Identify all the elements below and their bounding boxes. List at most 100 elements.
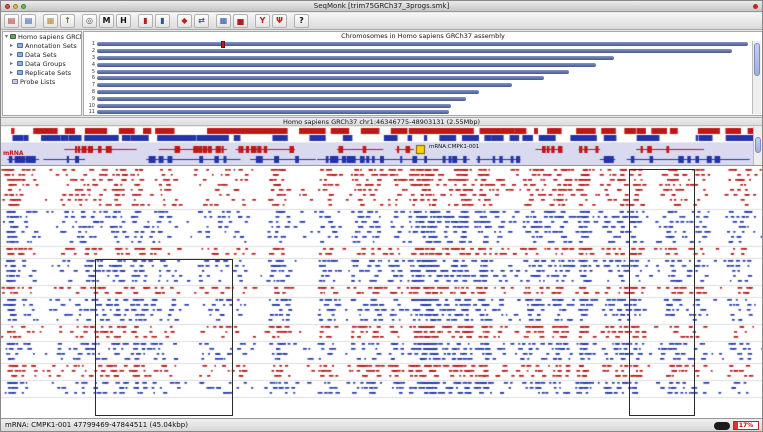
- current-view-marker: [220, 40, 225, 48]
- quantitate-blue-icon: ▮: [160, 16, 165, 25]
- sidebar-item-data-sets[interactable]: ▸ Data Sets: [3, 50, 81, 59]
- scatter-plot-button[interactable]: ◆: [177, 14, 192, 28]
- chromosome-number-label: 6: [91, 75, 95, 82]
- chromosome-row: 7: [86, 82, 750, 89]
- status-text: mRNA: CMPK1-001 47799469-47844511 (45.04…: [5, 421, 188, 429]
- chromosome-number-label: 4: [91, 61, 95, 68]
- filter-probes-button[interactable]: Y: [255, 14, 270, 28]
- probe-tree-button[interactable]: Ψ: [272, 14, 287, 28]
- mrna-track[interactable]: mRNA mRNA:CMPK1-001: [1, 143, 762, 165]
- chromosome-row: 3: [86, 55, 750, 62]
- m-view-button[interactable]: M: [99, 14, 114, 28]
- status-dot-icon: [753, 4, 758, 9]
- chromosome-row: 1: [86, 40, 750, 48]
- folder-icon: [17, 61, 23, 66]
- find-feature-icon: ◎: [86, 16, 93, 25]
- sidebar-item-label: Data Sets: [25, 50, 57, 59]
- help-icon: ?: [299, 16, 304, 25]
- chromosome-bar[interactable]: [97, 76, 544, 81]
- zoom-button[interactable]: [21, 4, 26, 9]
- import-data-red-icon: ▤: [7, 16, 16, 25]
- chromosome-bar[interactable]: [97, 49, 732, 54]
- import-data-red-button[interactable]: ▤: [4, 14, 19, 28]
- chromosome-bar[interactable]: [97, 55, 614, 60]
- toolbar-group: ◎ M H: [82, 14, 131, 28]
- gene-track-canvas[interactable]: [1, 127, 762, 142]
- collapse-arrow-icon[interactable]: ▾: [5, 33, 9, 40]
- find-feature-button[interactable]: ◎: [82, 14, 97, 28]
- chromosome-bar[interactable]: [97, 110, 450, 115]
- chromosome-bar[interactable]: [97, 103, 451, 108]
- chromosome-number-label: 1: [91, 41, 95, 48]
- quantitate-red-button[interactable]: ▮: [138, 14, 153, 28]
- h-view-button[interactable]: H: [116, 14, 131, 28]
- quantitate-blue-button[interactable]: ▮: [155, 14, 170, 28]
- expand-arrow-icon[interactable]: ▸: [10, 42, 14, 49]
- genome-view-scrollbar[interactable]: [753, 127, 762, 165]
- chromosome-number-label: 2: [91, 48, 95, 55]
- title-bar[interactable]: SeqMonk [trim75GRCh37_3progs.smk]: [1, 1, 762, 12]
- reads-canvas[interactable]: [1, 166, 762, 420]
- status-widgets: 17%: [714, 421, 759, 430]
- minimize-button[interactable]: [13, 4, 18, 9]
- toolbar-group: ?: [294, 14, 309, 28]
- report-table-button[interactable]: ▦: [216, 14, 231, 28]
- cache-status-indicator[interactable]: [714, 421, 730, 430]
- expand-arrow-icon[interactable]: ▸: [10, 60, 14, 67]
- folder-icon: [17, 43, 23, 48]
- chromosome-bar[interactable]: [97, 62, 597, 67]
- sidebar-genome-root[interactable]: ▾ Homo sapiens GRCh37: [3, 32, 81, 41]
- memory-usage-indicator[interactable]: 17%: [733, 421, 759, 430]
- sidebar-item-label: Annotation Sets: [25, 41, 77, 50]
- chromosome-bar[interactable]: [97, 69, 570, 74]
- genome-view-titlebar: Homo sapiens GRCh37 chr1:46346775-489031…: [1, 117, 762, 126]
- toolbar-group: ▤ ▤: [4, 14, 36, 28]
- expand-arrow-icon[interactable]: [5, 78, 10, 85]
- help-button[interactable]: ?: [294, 14, 309, 28]
- probe-lists-icon: [12, 79, 18, 84]
- scrollbar-thumb[interactable]: [754, 43, 760, 76]
- scrollbar-thumb[interactable]: [755, 137, 761, 153]
- chromosome-row: 11: [86, 109, 750, 116]
- histogram-button[interactable]: ▅: [233, 14, 248, 28]
- m-view-icon: M: [102, 16, 111, 25]
- chromosome-bar[interactable]: [97, 83, 513, 88]
- sidebar-item-label: Probe Lists: [20, 77, 56, 86]
- chromosome-row: 4: [86, 61, 750, 68]
- mrna-track-canvas[interactable]: [1, 143, 762, 165]
- sidebar-item-data-groups[interactable]: ▸ Data Groups: [3, 59, 81, 68]
- reads-panel[interactable]: [1, 165, 762, 420]
- chromosome-number-label: 3: [91, 54, 95, 61]
- filter-probes-icon: Y: [259, 16, 266, 25]
- sidebar-item-replicate-sets[interactable]: ▸ Replicate Sets: [3, 68, 81, 77]
- sidebar-item-annotation-sets[interactable]: ▸ Annotation Sets: [3, 41, 81, 50]
- scatter-plot-icon: ◆: [181, 16, 188, 25]
- genome-icon: [10, 34, 17, 39]
- chromosome-bar[interactable]: [97, 89, 480, 94]
- sidebar-item-label: Data Groups: [25, 59, 66, 68]
- chromosome-bar[interactable]: [97, 96, 466, 101]
- save-project-button[interactable]: ▦: [43, 14, 58, 28]
- import-data-blue-button[interactable]: ▤: [21, 14, 36, 28]
- genome-view-title: Homo sapiens GRCh37 chr1:46346775-489031…: [282, 118, 480, 126]
- chromosome-number-label: 7: [91, 82, 95, 89]
- chromosome-row: 2: [86, 48, 750, 55]
- compare-stores-button[interactable]: ⇄: [194, 14, 209, 28]
- histogram-icon: ▅: [237, 16, 244, 25]
- selection-box-right: [629, 169, 695, 416]
- close-button[interactable]: [5, 4, 10, 9]
- chromosome-bar[interactable]: [97, 40, 748, 48]
- toolbar-group: ▮ ▮: [138, 14, 170, 28]
- chromosome-scrollbar[interactable]: [752, 41, 761, 114]
- status-bar: mRNA: CMPK1-001 47799469-47844511 (45.04…: [1, 418, 762, 431]
- chromosome-number-label: 11: [88, 109, 95, 116]
- export-image-button[interactable]: ↑: [60, 14, 75, 28]
- expand-arrow-icon[interactable]: ▸: [10, 51, 14, 58]
- compare-stores-icon: ⇄: [198, 16, 205, 25]
- probe-tree-icon: Ψ: [276, 16, 283, 25]
- chromosome-row: 6: [86, 75, 750, 82]
- window-title: SeqMonk [trim75GRCh37_3progs.smk]: [313, 2, 450, 10]
- chromosome-number-label: 5: [91, 68, 95, 75]
- sidebar-item-probe-lists[interactable]: Probe Lists: [3, 77, 81, 86]
- expand-arrow-icon[interactable]: ▸: [10, 69, 14, 76]
